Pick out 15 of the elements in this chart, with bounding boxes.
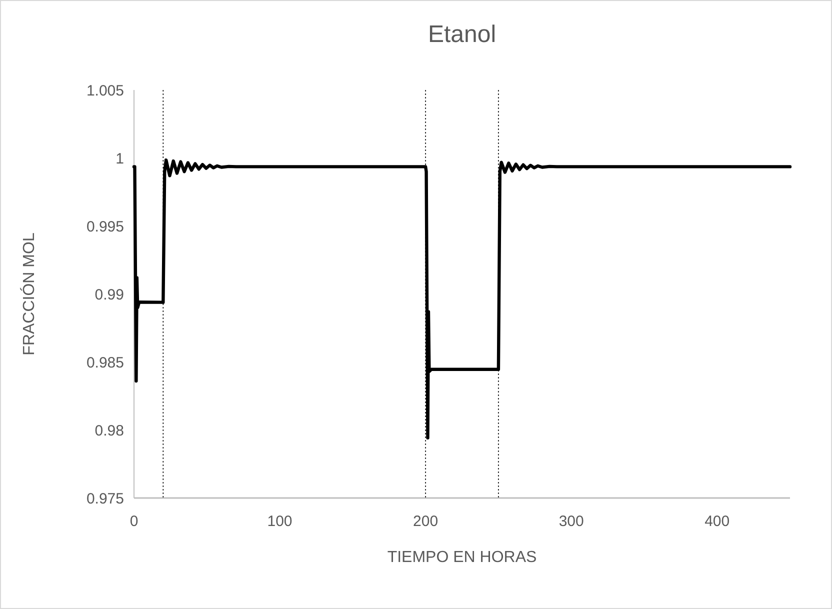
x-tick-label: 200: [413, 513, 438, 530]
x-tick-label: 300: [558, 513, 584, 530]
y-tick-label: 0.99: [94, 286, 124, 304]
y-tick-label: 1: [116, 150, 124, 168]
x-tick-label: 400: [704, 513, 730, 530]
y-tick-label: 0.995: [86, 218, 124, 236]
x-axis-title: TIEMPO EN HORAS: [387, 549, 537, 566]
y-tick-label: 0.985: [86, 354, 124, 372]
x-tick-label: 0: [130, 513, 138, 530]
x-tick-label: 100: [267, 513, 292, 530]
y-tick-label: 0.975: [86, 490, 124, 508]
y-tick-label: 0.98: [94, 422, 124, 440]
chart-title: Etanol: [428, 21, 496, 48]
y-tick-label: 1.005: [86, 82, 124, 100]
y-axis-title: FRACCIÓN MOL: [20, 232, 38, 356]
